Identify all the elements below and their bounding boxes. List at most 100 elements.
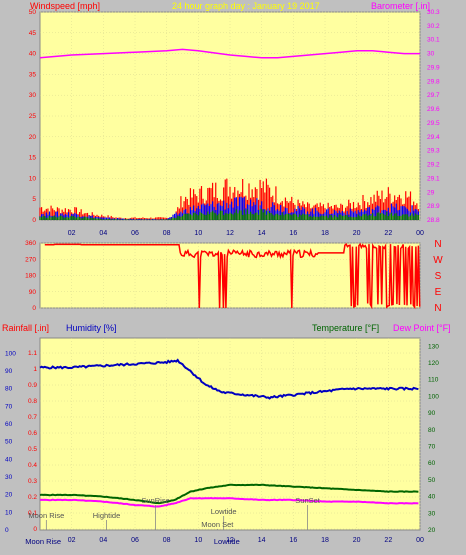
rainfall-tick-label: 0.5 — [28, 446, 37, 453]
annotation-label: SunSet — [295, 496, 321, 505]
wind-x-tick-label: 12 — [226, 230, 234, 237]
humidity-tick-label: 40 — [5, 456, 13, 463]
humidity-tick-label: 100 — [5, 350, 16, 357]
header-barometer-label: Barometer [.in] — [371, 1, 430, 11]
temperature-tick-label: 80 — [428, 427, 436, 434]
temperature-tick-label: 120 — [428, 360, 439, 367]
wind-y-tick-label: 50 — [29, 9, 37, 16]
humidity-x-tick-label: 10 — [194, 537, 202, 544]
temperature-tick-label: 70 — [428, 444, 436, 451]
temperature-tick-label: 40 — [428, 494, 436, 501]
wind-x-tick-label: 00 — [416, 230, 424, 237]
wind-y-tick-label: 25 — [29, 113, 37, 120]
annotation-label: SunRise — [141, 496, 169, 505]
humidity-tick-label: 30 — [5, 474, 13, 481]
temperature-tick-label: 30 — [428, 510, 436, 517]
barometer-tick-label: 28.9 — [427, 203, 440, 210]
barometer-tick-label: 28.8 — [427, 217, 440, 224]
barometer-tick-label: 29.8 — [427, 78, 440, 85]
rainfall-tick-label: 1 — [33, 366, 37, 373]
barometer-tick-label: 29 — [427, 189, 435, 196]
temperature-tick-label: 110 — [428, 377, 439, 384]
humidity-x-tick-label: 00 — [416, 537, 424, 544]
rainfall-tick-label: 0.9 — [28, 382, 37, 389]
barometer-tick-label: 30.1 — [427, 37, 440, 44]
wind-x-tick-label: 06 — [131, 230, 139, 237]
wind-y-tick-label: 0 — [32, 217, 36, 224]
rainfall-tick-label: 0.1 — [28, 510, 37, 517]
humidity-tick-label: 60 — [5, 421, 13, 428]
barometer-line — [39, 48, 420, 59]
wind-x-tick-label: 02 — [68, 230, 76, 237]
direction-y-tick-label: 270 — [25, 256, 36, 263]
humidity-tick-label: 80 — [5, 386, 13, 393]
temperature-tick-label: 130 — [428, 343, 439, 350]
wind-y-tick-label: 40 — [29, 51, 37, 58]
wind-y-tick-label: 30 — [29, 92, 37, 99]
humidity-line — [39, 358, 419, 400]
rainfall-tick-label: 0.3 — [28, 478, 37, 485]
humidity-tick-label: 0 — [5, 527, 9, 534]
wind-x-tick-label: 14 — [258, 230, 266, 237]
barometer-tick-label: 29.6 — [427, 106, 440, 113]
humidity-tick-label: 20 — [5, 492, 13, 499]
barometer-tick-label: 29.1 — [427, 175, 440, 182]
wind-x-tick-label: 10 — [194, 230, 202, 237]
wind-y-tick-label: 10 — [29, 175, 37, 182]
temperature-tick-label: 50 — [428, 477, 436, 484]
dewpoint-line — [39, 496, 419, 508]
rainfall-tick-label: 0.8 — [28, 398, 37, 405]
wind-x-tick-label: 16 — [289, 230, 297, 237]
annotation-label: Moon Rise — [25, 537, 61, 546]
temperature-tick-label: 20 — [428, 527, 436, 534]
barometer-tick-label: 29.4 — [427, 134, 440, 141]
header-title: 24 hour graph day : January 19 2017 — [172, 1, 320, 11]
rainfall-tick-label: 0.4 — [28, 462, 37, 469]
annotation-label: Moon Set — [201, 520, 234, 529]
wind-y-tick-label: 35 — [29, 71, 37, 78]
rainfall-tick-label: 0.2 — [28, 494, 37, 501]
rainfall-tick-label: 0.6 — [28, 430, 37, 437]
barometer-tick-label: 29.3 — [427, 148, 440, 155]
wind-y-tick-label: 5 — [32, 196, 36, 203]
humidity-x-tick-label: 22 — [384, 537, 392, 544]
temperature-label: Temperature [°F] — [312, 323, 379, 333]
wind-y-tick-label: 20 — [29, 134, 37, 141]
annotation-label: Moon Rise — [28, 511, 64, 520]
compass-label: S — [435, 271, 442, 282]
barometer-tick-label: 30 — [427, 51, 435, 58]
barometer-tick-label: 29.5 — [427, 120, 440, 127]
direction-y-tick-label: 0 — [32, 305, 36, 312]
humidity-x-tick-label: 20 — [353, 537, 361, 544]
humidity-x-tick-label: 12 — [226, 537, 234, 544]
humidity-x-tick-label: 16 — [289, 537, 297, 544]
barometer-tick-label: 30.3 — [427, 9, 440, 16]
rainfall-tick-label: 0 — [33, 526, 37, 533]
wind-y-tick-label: 15 — [29, 155, 37, 162]
header-windspeed-label: Windspeed [mph] — [30, 1, 100, 11]
dewpoint-label: Dew Point [°F] — [393, 323, 451, 333]
humidity-tick-label: 90 — [5, 368, 13, 375]
compass-label: N — [434, 239, 441, 250]
humidity-tick-label: 10 — [5, 509, 13, 516]
direction-y-tick-label: 360 — [25, 240, 36, 247]
temperature-tick-label: 90 — [428, 410, 436, 417]
humidity-tick-label: 70 — [5, 403, 13, 410]
humidity-x-tick-label: 14 — [258, 537, 266, 544]
annotation-label: Hightide — [93, 511, 121, 520]
barometer-tick-label: 30.2 — [427, 23, 440, 30]
wind-direction-line — [44, 242, 421, 310]
barometer-tick-label: 29.9 — [427, 64, 440, 71]
wind-x-tick-label: 20 — [353, 230, 361, 237]
barometer-tick-label: 29.7 — [427, 92, 440, 99]
temperature-tick-label: 60 — [428, 460, 436, 467]
humidity-tick-label: 50 — [5, 439, 13, 446]
direction-y-tick-label: 90 — [29, 289, 37, 296]
rainfall-tick-label: 0.7 — [28, 414, 37, 421]
humidity-x-tick-label: 08 — [163, 537, 171, 544]
humidity-label: Humidity [%] — [66, 323, 117, 333]
rainfall-label: Rainfall [.in] — [2, 323, 49, 333]
humidity-x-tick-label: 18 — [321, 537, 329, 544]
